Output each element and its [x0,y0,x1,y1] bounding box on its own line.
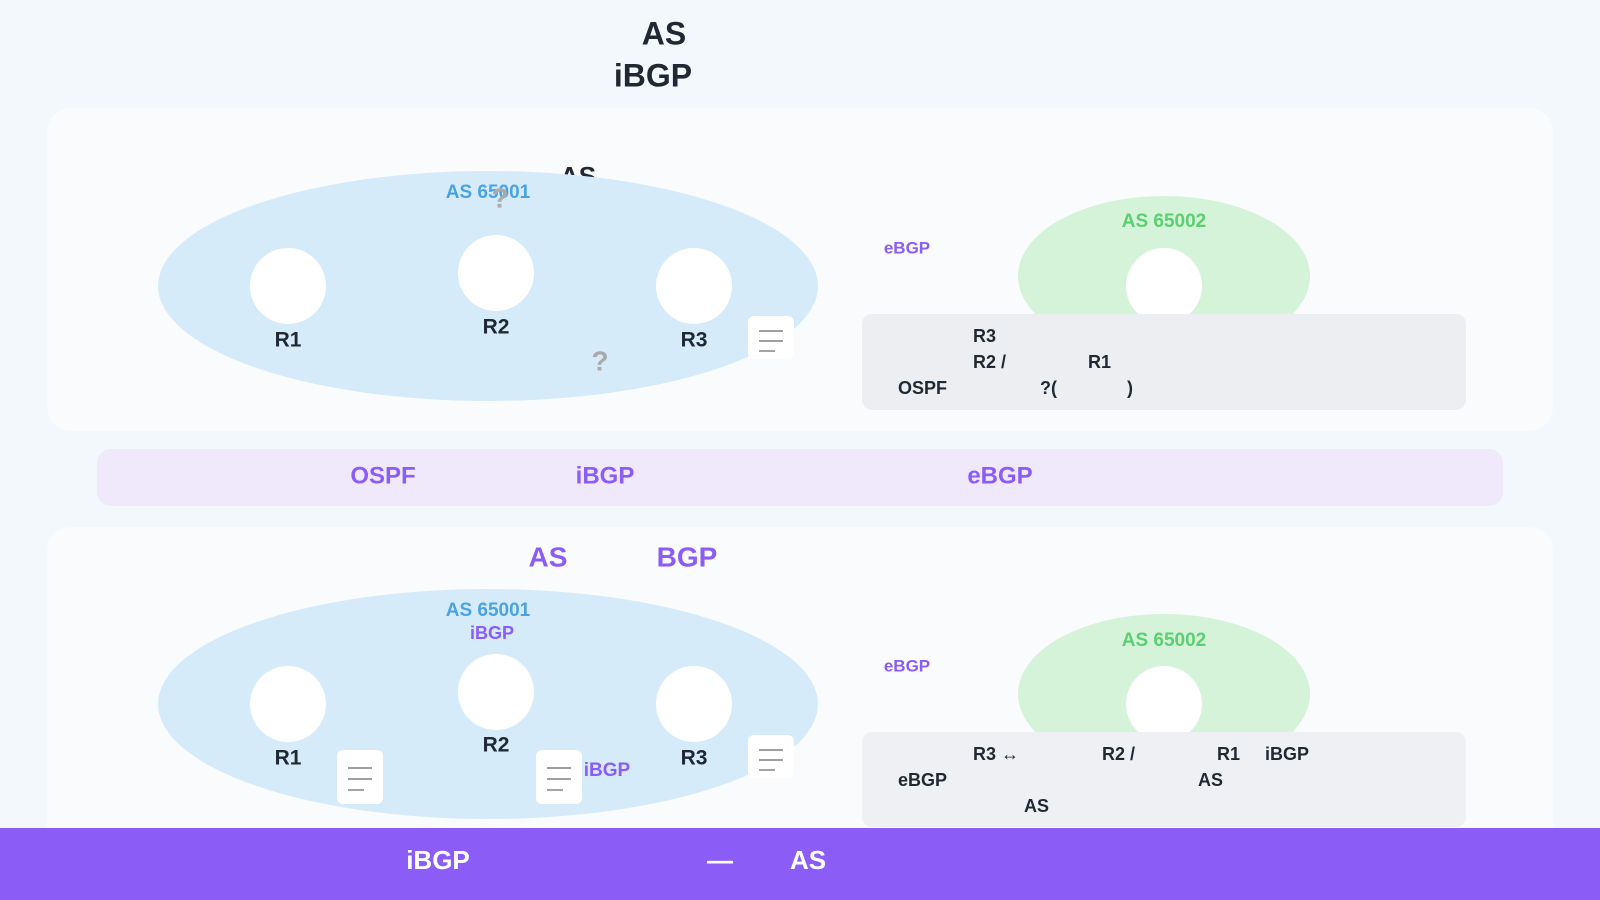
as-label: AS 65002 [1122,630,1207,651]
link-label: iBGP [584,760,631,781]
footer-text: — [707,845,733,875]
as-sublabel: iBGP [470,623,514,643]
panel-heading: AS [529,541,568,572]
note-box [862,314,1466,410]
as-label: AS 65001 [446,182,531,203]
note-text: ) [1127,378,1133,398]
note-text: AS [1198,770,1223,790]
question-mark: ? [591,345,608,376]
router [250,666,326,742]
title: iBGP [614,57,692,93]
note-text: R3 ↔ [973,744,1019,764]
note-text: R2 / [973,352,1006,372]
router [458,235,534,311]
router [250,248,326,324]
note-text: R1 [1217,744,1240,764]
note-text: AS [1024,796,1049,816]
legend-item: eBGP [967,462,1032,489]
doc-icon [748,316,794,359]
legend-item: iBGP [576,462,635,489]
router-label: R2 [483,734,510,757]
note-box [862,732,1466,827]
link-label: eBGP [884,238,930,257]
legend-item: OSPF [350,462,415,489]
note-text: R3 [973,326,996,346]
panel-heading: BGP [657,541,718,572]
as-label: AS 65001 [446,600,531,621]
doc-icon [536,750,582,804]
router [1126,666,1202,742]
title: AS [642,15,686,51]
link-label: eBGP [884,656,930,675]
doc-icon [748,735,794,778]
router-label: R1 [275,747,302,770]
footer-bar [0,828,1600,900]
note-text: R1 [1088,352,1111,372]
footer-text: AS [790,845,826,875]
question-mark: ? [491,182,508,213]
router-label: R2 [483,316,510,339]
note-text: R2 / [1102,744,1135,764]
router [1126,248,1202,324]
as-label: AS 65002 [1122,211,1207,232]
doc-icon [337,750,383,804]
note-text: eBGP [898,770,947,790]
router-label: R3 [681,747,708,770]
note-text: ?( [1040,378,1057,398]
router-label: R3 [681,329,708,352]
legend-bar [97,449,1503,506]
router [656,248,732,324]
router-label: R1 [275,329,302,352]
router [656,666,732,742]
note-text: OSPF [898,378,947,398]
note-text: iBGP [1265,744,1309,764]
router [458,654,534,730]
footer-text: iBGP [406,845,470,875]
